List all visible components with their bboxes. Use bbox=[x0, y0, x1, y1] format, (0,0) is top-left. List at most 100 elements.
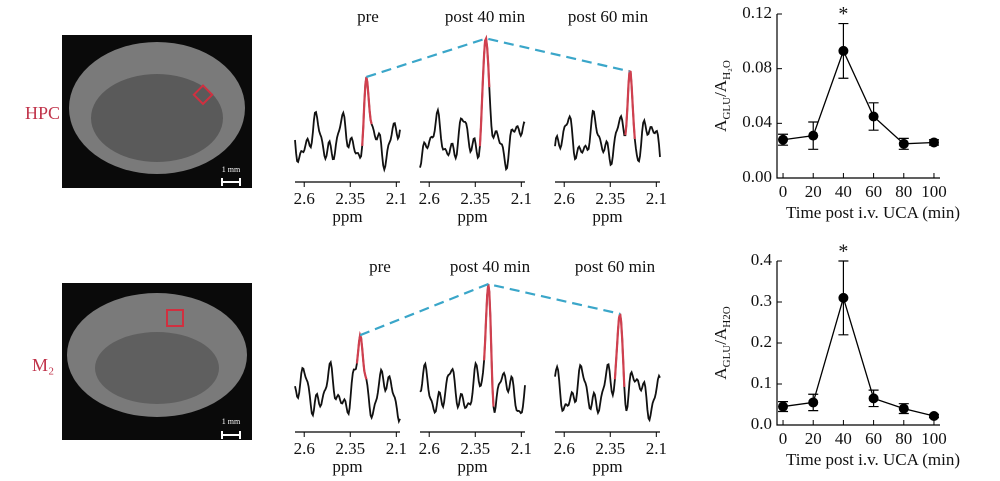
spectrum bbox=[419, 35, 526, 172]
x-axis-label: ppm bbox=[457, 457, 487, 476]
x-tick-label: 2.35 bbox=[335, 439, 365, 458]
x-tick-label: 80 bbox=[895, 429, 912, 448]
glu-peak bbox=[613, 313, 626, 387]
x-axis-label: ppm bbox=[332, 457, 362, 476]
glu-peak bbox=[624, 69, 636, 140]
x-tick-label: 40 bbox=[835, 182, 852, 201]
peak-trend bbox=[366, 37, 630, 79]
data-point bbox=[928, 410, 939, 421]
roi bbox=[192, 84, 214, 106]
x-tick-label: 2.6 bbox=[419, 189, 440, 208]
data-point bbox=[838, 292, 849, 303]
x-tick-label: 2.6 bbox=[294, 189, 315, 208]
x-tick-label: 20 bbox=[805, 429, 822, 448]
x-tick-label: 80 bbox=[895, 182, 912, 201]
y-axis-label: AGLU/AH2O bbox=[711, 306, 733, 379]
spectrum bbox=[554, 313, 661, 423]
y-tick-label: 0.00 bbox=[742, 167, 772, 186]
y-axis-label-part: /A bbox=[711, 79, 730, 97]
x-tick-label: 2.6 bbox=[419, 439, 440, 458]
y-tick-label: 0.08 bbox=[742, 58, 772, 77]
x-tick-label: 2.1 bbox=[646, 439, 667, 458]
data-point bbox=[778, 134, 789, 145]
x-tick-label: 2.6 bbox=[554, 439, 575, 458]
glu-peak bbox=[478, 34, 491, 147]
spectrum-title: post 40 min bbox=[445, 7, 526, 26]
data-point bbox=[868, 393, 879, 404]
scale-bar bbox=[221, 178, 241, 186]
y-tick-label: 0.12 bbox=[742, 3, 772, 22]
x-tick-label: 2.35 bbox=[595, 189, 625, 208]
y-axis-label-part: H₂O bbox=[721, 60, 733, 80]
axes bbox=[776, 261, 940, 426]
x-axis-label: ppm bbox=[457, 207, 487, 226]
x-tick-label: 60 bbox=[865, 182, 882, 201]
data-point bbox=[838, 45, 849, 56]
series-line bbox=[782, 295, 935, 417]
x-tick-label: 2.35 bbox=[460, 189, 490, 208]
y-axis-label-part: /A bbox=[711, 327, 730, 345]
scale-bar-label: 1 mm bbox=[222, 417, 241, 426]
y-tick-label: 0.3 bbox=[751, 291, 772, 310]
y-axis-label-part: H2O bbox=[721, 306, 733, 327]
x-axis-label: ppm bbox=[332, 207, 362, 226]
spectrum bbox=[294, 331, 401, 425]
x-tick-label: 2.6 bbox=[554, 189, 575, 208]
x-tick-label: 60 bbox=[865, 429, 882, 448]
y-axis-label: AGLU/AH₂O bbox=[711, 60, 733, 132]
y-tick-label: 0.0 bbox=[751, 414, 772, 433]
spectrum-title: pre bbox=[357, 7, 379, 26]
x-tick-label: 2.1 bbox=[646, 189, 667, 208]
y-tick-label: 0.1 bbox=[751, 373, 772, 392]
data-point bbox=[868, 111, 879, 122]
glu-peak bbox=[483, 283, 495, 407]
x-tick-label: 0 bbox=[779, 429, 788, 448]
x-tick-label: 20 bbox=[805, 182, 822, 201]
series-line bbox=[782, 49, 934, 145]
peak-trend bbox=[359, 282, 621, 337]
spectrum bbox=[419, 283, 526, 415]
x-tick-label: 100 bbox=[921, 429, 947, 448]
x-tick-label: 2.1 bbox=[511, 439, 532, 458]
data-point bbox=[808, 397, 819, 408]
y-tick-label: 0.2 bbox=[751, 332, 772, 351]
brain-inner bbox=[95, 332, 219, 404]
x-tick-label: 2.6 bbox=[294, 439, 315, 458]
data-point bbox=[808, 130, 819, 141]
scale-bar-label: 1 mm bbox=[222, 165, 241, 174]
region-label: HPC bbox=[25, 103, 60, 123]
y-axis-label-part: A bbox=[711, 119, 730, 132]
data-point bbox=[928, 137, 939, 148]
spectrum bbox=[554, 70, 661, 167]
x-tick-label: 0 bbox=[779, 182, 788, 201]
spectrum-title: pre bbox=[369, 257, 391, 276]
region-label: M₂ bbox=[32, 355, 54, 375]
x-tick-label: 2.35 bbox=[335, 189, 365, 208]
data-point bbox=[898, 403, 909, 414]
x-tick-label: 40 bbox=[835, 429, 852, 448]
x-tick-label: 2.35 bbox=[595, 439, 625, 458]
y-tick-label: 0.4 bbox=[751, 250, 773, 269]
data-point bbox=[898, 138, 909, 149]
y-axis-label-part: A bbox=[711, 367, 730, 380]
x-tick-label: 2.1 bbox=[386, 189, 407, 208]
spectrum-title: post 60 min bbox=[575, 257, 656, 276]
glu-peak bbox=[355, 330, 368, 380]
axes bbox=[776, 14, 940, 179]
scale-bar bbox=[221, 431, 241, 439]
x-axis-label: ppm bbox=[592, 457, 622, 476]
x-tick-label: 2.35 bbox=[460, 439, 490, 458]
x-tick-label: 100 bbox=[921, 182, 947, 201]
y-tick-label: 0.04 bbox=[742, 112, 772, 131]
brain-inner bbox=[91, 74, 223, 162]
spectrum-title: post 40 min bbox=[450, 257, 531, 276]
x-axis-label: Time post i.v. UCA (min) bbox=[786, 450, 960, 469]
spectrum-title: post 60 min bbox=[568, 7, 649, 26]
significance-mark: * bbox=[838, 3, 848, 25]
roi bbox=[166, 309, 184, 327]
x-tick-label: 2.1 bbox=[386, 439, 407, 458]
mri-images bbox=[62, 35, 252, 440]
spectrum bbox=[294, 76, 401, 173]
y-axis-label-part: GLU bbox=[721, 97, 733, 120]
